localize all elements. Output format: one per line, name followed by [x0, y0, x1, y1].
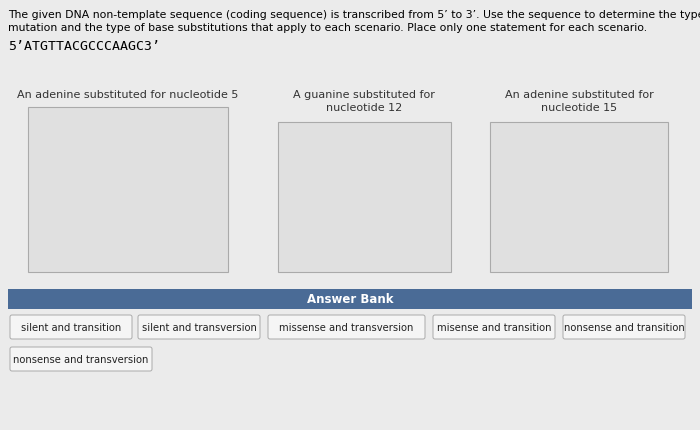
FancyBboxPatch shape	[490, 123, 668, 272]
Text: misense and transition: misense and transition	[437, 322, 552, 332]
FancyBboxPatch shape	[8, 289, 692, 309]
FancyBboxPatch shape	[268, 315, 425, 339]
Text: The given DNA non-template sequence (coding sequence) is transcribed from 5’ to : The given DNA non-template sequence (cod…	[8, 10, 700, 20]
FancyBboxPatch shape	[28, 108, 228, 272]
Text: 5’ATGTTACGCCCAAGC3’: 5’ATGTTACGCCCAAGC3’	[8, 40, 160, 53]
Text: silent and transition: silent and transition	[21, 322, 121, 332]
FancyBboxPatch shape	[10, 315, 132, 339]
Text: Answer Bank: Answer Bank	[307, 293, 393, 306]
Text: nonsense and transversion: nonsense and transversion	[13, 354, 148, 364]
Text: An adenine substituted for
nucleotide 15: An adenine substituted for nucleotide 15	[505, 90, 653, 113]
FancyBboxPatch shape	[433, 315, 555, 339]
Text: missense and transversion: missense and transversion	[279, 322, 414, 332]
Text: An adenine substituted for nucleotide 5: An adenine substituted for nucleotide 5	[18, 90, 239, 100]
Text: mutation and the type of base substitutions that apply to each scenario. Place o: mutation and the type of base substituti…	[8, 23, 647, 33]
Text: A guanine substituted for
nucleotide 12: A guanine substituted for nucleotide 12	[293, 90, 435, 113]
FancyBboxPatch shape	[278, 123, 451, 272]
Text: nonsense and transition: nonsense and transition	[564, 322, 685, 332]
FancyBboxPatch shape	[10, 347, 152, 371]
FancyBboxPatch shape	[563, 315, 685, 339]
Text: silent and transversion: silent and transversion	[141, 322, 256, 332]
FancyBboxPatch shape	[138, 315, 260, 339]
